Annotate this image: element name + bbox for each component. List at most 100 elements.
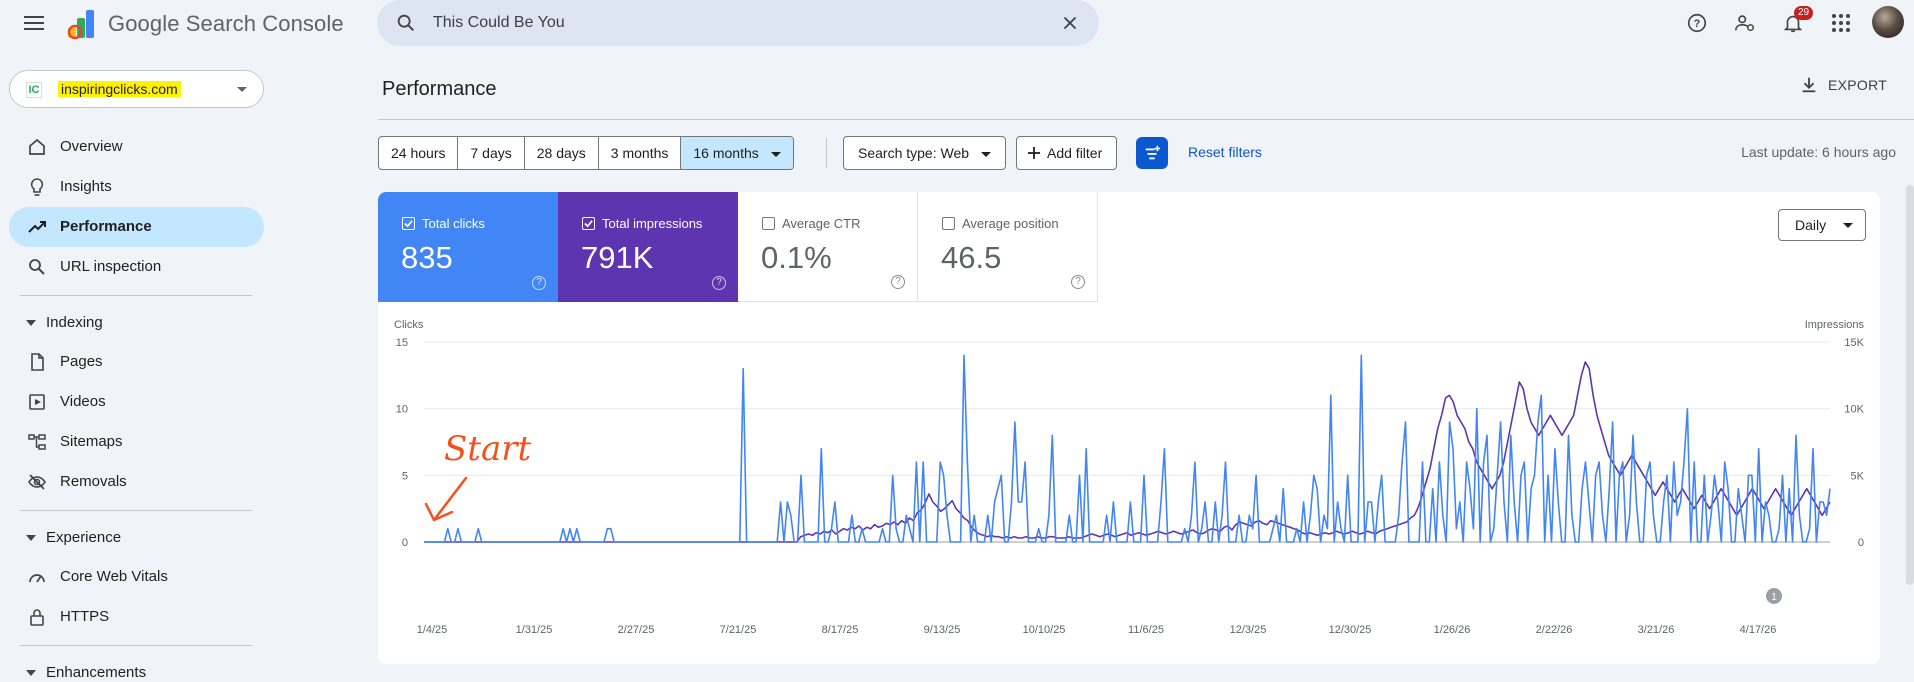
x-tick-label: 8/17/25 (822, 624, 859, 636)
y-right-tick-label: 5K (1851, 470, 1865, 482)
app-title: Google Search Console (108, 11, 344, 36)
sidebar-item-label: Videos (60, 393, 106, 410)
x-tick-label: 11/6/25 (1128, 624, 1164, 636)
x-tick-label: 12/3/25 (1230, 624, 1267, 636)
y-left-tick-label: 0 (402, 537, 408, 549)
help-icon[interactable]: ? (1680, 6, 1714, 40)
page-title: Performance (382, 78, 497, 100)
metric-value: 835 (401, 240, 453, 275)
sidebar-item-pages[interactable]: Pages (9, 342, 264, 382)
last-update-text: Last update: 6 hours ago (1741, 144, 1896, 160)
checkbox-checked-icon[interactable] (402, 217, 415, 230)
help-icon[interactable]: ? (1071, 275, 1085, 289)
granularity-dropdown[interactable]: Daily (1778, 209, 1866, 241)
sidebar-item-label: Overview (60, 138, 123, 155)
close-icon[interactable] (1059, 12, 1081, 34)
x-tick-label: 1/4/25 (417, 624, 448, 636)
sidebar-item-https[interactable]: HTTPS (9, 597, 264, 637)
metric-label: Total impressions (602, 216, 703, 231)
speed-icon (29, 574, 45, 583)
main-menu-button[interactable] (22, 12, 46, 34)
sidebar-item-label: Core Web Vitals (60, 568, 168, 585)
x-tick-label: 1/31/25 (516, 624, 553, 636)
sidebar-item-label: Insights (60, 178, 112, 195)
y-right-axis-title: Impressions (1805, 319, 1865, 331)
sidebar-item-removals[interactable]: Removals (9, 462, 264, 502)
help-icon[interactable]: ? (532, 276, 546, 290)
metric-label: Total clicks (422, 216, 485, 231)
export-button[interactable]: EXPORT (1800, 76, 1887, 94)
chevron-down-icon (237, 87, 247, 92)
sidebar-item-videos[interactable]: Videos (9, 382, 264, 422)
video-icon (29, 394, 45, 410)
x-tick-label: 1/26/26 (1434, 624, 1471, 636)
sidebar-item-sitemaps[interactable]: Sitemaps (9, 422, 264, 462)
sidebar-section-indexing[interactable]: Indexing (26, 314, 103, 331)
date-range-28-days[interactable]: 28 days (525, 137, 599, 169)
help-icon[interactable]: ? (891, 275, 905, 289)
avatar[interactable] (1872, 6, 1904, 38)
notifications-icon[interactable]: 29 (1776, 6, 1814, 40)
sidebar-item-label: Removals (60, 473, 127, 490)
date-range-selector: 24 hours 7 days 28 days 3 months 16 mont… (378, 136, 794, 170)
scrollbar[interactable] (1906, 185, 1914, 585)
search-bar[interactable] (377, 0, 1099, 46)
property-selector[interactable]: IC inspiringclicks.com (9, 70, 264, 108)
metric-value: 791K (581, 240, 654, 275)
x-tick-label: 2/22/26 (1536, 624, 1573, 636)
x-tick-label: 9/13/25 (924, 624, 961, 636)
svg-text:?: ? (1694, 18, 1701, 30)
chevron-down-icon (981, 151, 992, 157)
y-right-tick-label: 10K (1844, 404, 1864, 416)
checkbox-unchecked-icon[interactable] (762, 217, 775, 230)
sidebar-item-label: Performance (60, 218, 152, 235)
metric-total-clicks[interactable]: Total clicks 835 ? (378, 192, 558, 302)
filter-settings-button[interactable] (1136, 137, 1168, 169)
checkbox-unchecked-icon[interactable] (942, 217, 955, 230)
metric-average-ctr[interactable]: Average CTR 0.1% ? (738, 192, 918, 302)
search-input[interactable] (433, 8, 1013, 38)
x-tick-label: 2/27/25 (618, 624, 655, 636)
chevron-down-icon (770, 151, 781, 157)
pages-icon (31, 353, 44, 371)
metric-total-impressions[interactable]: Total impressions 791K ? (558, 192, 738, 302)
date-range-7-days[interactable]: 7 days (458, 137, 525, 169)
lock-icon (30, 609, 44, 626)
sidebar-item-core-web-vitals[interactable]: Core Web Vitals (9, 557, 264, 597)
checkbox-checked-icon[interactable] (582, 217, 595, 230)
metric-value: 46.5 (941, 240, 1002, 275)
home-icon (29, 138, 45, 155)
apps-grid-icon[interactable] (1824, 6, 1858, 40)
performance-chart: Clicks Impressions 15 15K 10 10K 5 5K 0 0 1/4/25 1/… (394, 319, 1865, 636)
app-logo[interactable]: Google Search Console (66, 8, 344, 40)
sidebar-item-label: URL inspection (60, 258, 162, 275)
search-type-dropdown[interactable]: Search type: Web (843, 136, 1007, 170)
user-settings-icon[interactable] (1728, 6, 1762, 40)
date-range-24-hours[interactable]: 24 hours (379, 137, 459, 169)
add-filter-button[interactable]: Add filter (1016, 136, 1118, 170)
y-right-tick-label: 15K (1844, 337, 1864, 349)
date-range-16-months[interactable]: 16 months (681, 137, 793, 169)
sidebar-item-insights[interactable]: Insights (9, 167, 264, 207)
search-console-logo-icon (67, 10, 94, 40)
y-left-axis-title: Clicks (394, 319, 424, 331)
reset-filters-link[interactable]: Reset filters (1188, 144, 1262, 160)
lightbulb-icon (30, 178, 44, 196)
sidebar-section-enhancements[interactable]: Enhancements (26, 664, 146, 681)
help-icon[interactable]: ? (712, 276, 726, 290)
notification-badge: 29 (1794, 6, 1814, 20)
plus-icon (1028, 147, 1040, 159)
sidebar-divider (20, 295, 252, 296)
date-range-3-months[interactable]: 3 months (599, 137, 682, 169)
x-tick-label: 7/21/25 (720, 624, 757, 636)
sidebar-section-experience[interactable]: Experience (26, 529, 121, 546)
x-tick-label: 4/17/26 (1740, 624, 1777, 636)
chevron-down-icon (1843, 223, 1853, 228)
sitemap-icon (28, 434, 46, 450)
property-name: inspiringclicks.com (58, 81, 181, 97)
sidebar-item-overview[interactable]: Overview (9, 127, 264, 167)
sidebar-item-performance[interactable]: Performance (9, 207, 264, 247)
annotation-marker-label: 1 (1771, 592, 1777, 603)
metric-average-position[interactable]: Average position 46.5 ? (918, 192, 1098, 302)
sidebar-item-url-inspection[interactable]: URL inspection (9, 247, 264, 287)
